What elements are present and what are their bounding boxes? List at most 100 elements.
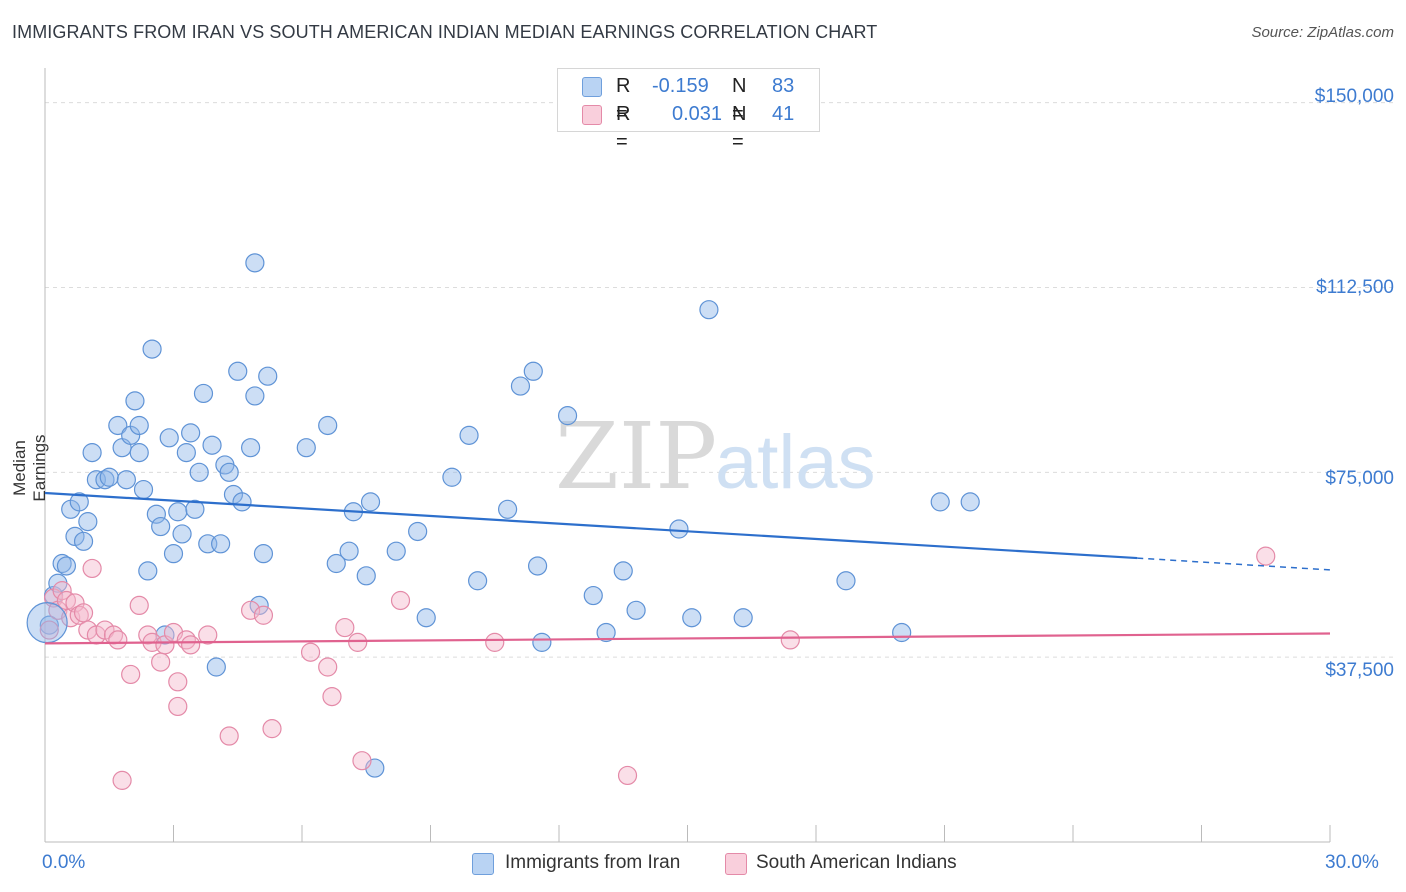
south-american-indian-point	[121, 664, 141, 685]
iran-point	[193, 383, 214, 404]
iran-point	[892, 622, 912, 643]
south-american-indian-point	[241, 600, 261, 620]
south-american-indian-point	[39, 620, 59, 640]
south-american-indian-point	[348, 632, 368, 652]
iran-point	[78, 512, 98, 532]
iran-point	[73, 531, 94, 551]
iran-point	[245, 253, 265, 273]
x-tick-label: 30.0%	[1325, 852, 1379, 873]
iran-point	[125, 391, 145, 411]
south-american-indian-point	[780, 630, 800, 650]
iran-point	[176, 443, 196, 463]
iran-point	[138, 561, 158, 581]
iran-point	[211, 534, 231, 554]
y-axis-label: Median Earnings	[10, 434, 49, 502]
y-tick-label: $75,000	[1325, 468, 1394, 489]
iran-point	[296, 438, 316, 458]
south-american-indian-point	[352, 751, 372, 771]
iran-point	[151, 516, 171, 537]
iran-point	[241, 438, 261, 458]
iran-point	[682, 608, 702, 628]
legend-n-label: N =	[732, 75, 747, 125]
iran-point	[245, 386, 265, 406]
iran-point	[206, 657, 226, 677]
south-american-indian-point	[52, 581, 72, 601]
bottom-legend-iran: Immigrants from Iran	[472, 852, 681, 875]
iran-point	[172, 524, 192, 544]
iran-point	[258, 366, 278, 386]
south-american-indian-point	[82, 558, 102, 579]
iran-point	[386, 541, 406, 561]
iran-point	[583, 585, 603, 606]
south-american-indian-point	[1256, 546, 1276, 566]
south-american-indian-point	[198, 625, 218, 645]
y-tick-label: $150,000	[1314, 86, 1394, 107]
iran-point	[523, 361, 543, 381]
south-american-indian-point	[617, 765, 638, 786]
iran-point	[232, 492, 252, 512]
iran-point	[510, 376, 531, 396]
iran-trend-extension	[1137, 557, 1331, 571]
iran-point	[960, 492, 980, 512]
south-american-indian-point	[168, 672, 188, 692]
y-tick-label: $112,500	[1316, 277, 1394, 298]
iran-point	[699, 300, 719, 320]
iran-point	[408, 521, 428, 542]
iran-point	[168, 502, 188, 522]
south-american-indian-point	[181, 635, 201, 655]
iran-point	[82, 443, 102, 463]
iran-point	[163, 544, 184, 564]
iran-point	[442, 467, 462, 487]
legend-r-value: 0.031	[672, 103, 723, 125]
iran-point	[129, 443, 149, 463]
south-american-indian-point	[485, 632, 505, 652]
legend-swatch	[472, 853, 494, 875]
iran-point	[69, 492, 89, 512]
legend-r-label: R =	[616, 75, 631, 125]
x-tick-label: 0.0%	[42, 852, 86, 873]
iran-point	[498, 499, 518, 519]
watermark-zip: ZIP	[555, 403, 717, 510]
iran-point	[146, 504, 166, 524]
iran-point	[181, 423, 201, 443]
iran-point	[339, 541, 359, 561]
legend-label: Immigrants from Iran	[505, 852, 681, 873]
iran-point	[253, 544, 274, 564]
south-american-indian-point	[300, 642, 321, 662]
legend-n-label: N =	[732, 103, 747, 153]
iran-point	[99, 467, 119, 487]
iran-point	[326, 553, 346, 574]
iran-point	[56, 556, 77, 576]
iran-point	[557, 406, 578, 426]
south-american-indian-point	[108, 630, 128, 650]
south-american-indian-point	[168, 696, 188, 717]
legend-n-value: 83	[772, 75, 795, 97]
south-american-indian-point	[390, 590, 411, 611]
iran-point	[468, 571, 488, 591]
source-label: Source: ZipAtlas.com	[1251, 24, 1394, 41]
iran-point	[532, 632, 552, 652]
iran-point	[613, 561, 633, 581]
south-american-indian-point	[129, 595, 149, 616]
iran-point	[527, 556, 548, 576]
iran-trend-line	[44, 491, 1138, 560]
iran-point	[360, 492, 381, 512]
iran-point	[228, 361, 248, 381]
iran-point	[129, 415, 149, 436]
south-american-indian-point	[322, 686, 342, 707]
south-american-indian-point	[318, 657, 338, 677]
iran-point	[416, 608, 436, 628]
iran-point	[185, 499, 205, 519]
correlation-legend: R = -0.159 N = 83 R = 0.031 N = 41	[557, 68, 820, 153]
legend-swatch	[582, 105, 602, 125]
south-american-indian-trend-line	[44, 632, 1331, 645]
iran-point	[669, 519, 689, 539]
iran-point	[596, 622, 616, 643]
iran-point	[189, 462, 209, 482]
iran-point	[318, 415, 338, 436]
south-american-indian-point	[112, 770, 132, 790]
south-american-indian-point	[262, 719, 282, 739]
iran-point	[626, 600, 646, 620]
iran-point	[930, 492, 950, 512]
